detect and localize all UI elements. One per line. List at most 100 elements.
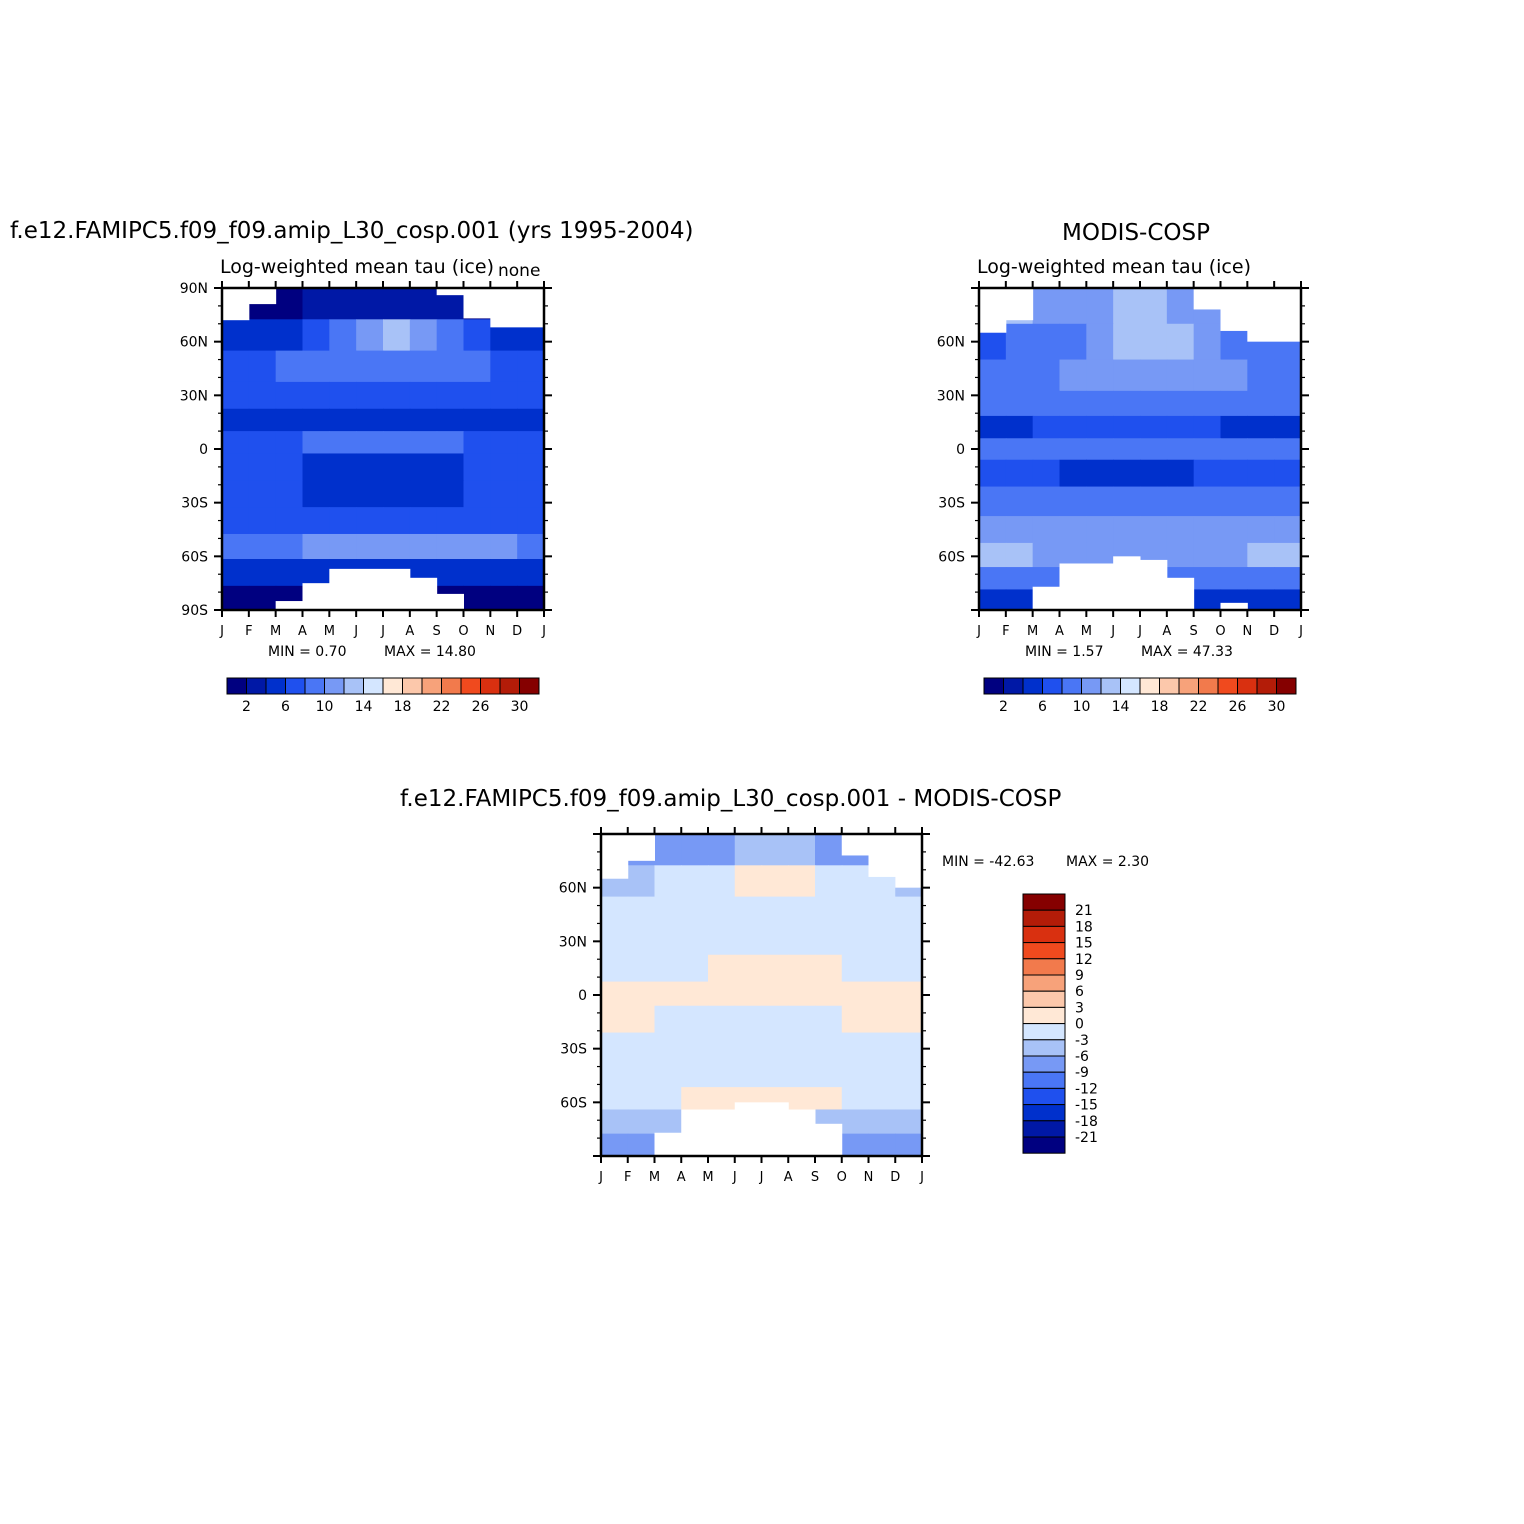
panel3-cell [734, 896, 763, 929]
panel2-cell [1005, 359, 1034, 392]
panel1-cell [329, 350, 357, 383]
panel1-cell [329, 480, 357, 508]
panel3-missing-region [654, 1132, 682, 1156]
panel2-cell [1220, 390, 1248, 417]
panel2-colorbar-label: 2 [999, 699, 1008, 715]
panel2-cell [1032, 438, 1061, 461]
panel3-cell [841, 896, 870, 929]
panel1-cell [383, 507, 411, 535]
panel1-cell [302, 453, 330, 481]
panel1-colorbar-box [363, 677, 384, 695]
panel1-cell [222, 533, 250, 560]
panel1-cell [222, 431, 250, 455]
panel2-colorbar-label: 18 [1151, 699, 1169, 715]
panel2-cell [1193, 459, 1222, 488]
panel2-colorbar-label: 22 [1190, 699, 1208, 715]
panel1-colorbar-label: 14 [355, 699, 373, 715]
panel2-colorbar-label: 14 [1112, 699, 1130, 715]
panel1-cell [409, 381, 438, 410]
panel1-colorbar-box [499, 677, 520, 695]
panel2-cell [1166, 415, 1195, 439]
panel1-cell [356, 507, 384, 535]
panel3-cell [868, 981, 896, 1007]
panel1-cell [275, 288, 304, 320]
panel3-cell [895, 954, 923, 983]
panel2-cell [1059, 415, 1087, 439]
panel3-cell [601, 1032, 629, 1063]
panel3-cell [841, 954, 870, 983]
panel3-cell [788, 896, 816, 929]
panel1-cell [222, 585, 250, 611]
panel3-colorbar-box [1022, 1023, 1066, 1041]
panel1-xtick-label: D [512, 624, 522, 639]
panel1-cell [248, 585, 277, 611]
panel1-colorbar-box [265, 677, 286, 695]
panel3-cell [895, 1062, 923, 1088]
panel3-cell [708, 1062, 736, 1088]
panel2-cell [1059, 516, 1087, 544]
panel3-cell [681, 834, 709, 866]
panel1-cell [463, 480, 491, 508]
panel3-cell [627, 954, 656, 983]
panel3-colorbar-label: 6 [1075, 984, 1084, 1000]
panel3-colorbar-label: 12 [1075, 952, 1093, 968]
panel2-cell [1086, 390, 1114, 417]
panel3-colorbar-box [1022, 1071, 1066, 1089]
panel3-colorbar-label: 18 [1075, 919, 1093, 935]
panel3-cell [868, 1087, 896, 1111]
panel3-xtick-label: M [702, 1170, 713, 1185]
panel2-cell [1140, 288, 1168, 325]
panel1-cell [517, 533, 545, 560]
panel3-xtick-label: O [837, 1170, 847, 1185]
panel3-cell [627, 927, 656, 956]
panel1-cell [248, 533, 277, 560]
panel3-cell [841, 927, 870, 956]
panel1-cell [302, 350, 330, 383]
panel2-cell [1247, 486, 1275, 517]
panel1-xtick-label: M [324, 624, 335, 639]
panel3-cell [627, 896, 656, 929]
panel1-cell [356, 453, 384, 481]
panel1-cell [356, 319, 384, 352]
panel3-missing-region [627, 834, 655, 861]
panel1-xtick-label: S [433, 624, 441, 639]
panel1-cell [356, 350, 384, 383]
panel1-cell [463, 559, 491, 587]
panel3-colorbar-box [1022, 942, 1066, 960]
panel3-xtick-label: J [919, 1170, 924, 1185]
panel3-colorbar-box [1022, 1055, 1066, 1073]
panel1-cell [356, 533, 384, 560]
panel3-cell [708, 865, 736, 898]
panel3-cell [601, 1005, 629, 1034]
panel2-cell [1113, 438, 1141, 461]
panel2-cell [1086, 486, 1114, 517]
panel3-cell [815, 1087, 843, 1111]
panel3-cell [627, 981, 656, 1007]
panel2-xtick-label: M [1081, 624, 1092, 639]
panel3-cell [734, 865, 763, 898]
panel1-cell [383, 480, 411, 508]
panel3-cell [627, 1005, 656, 1034]
panel1-cell [490, 431, 518, 455]
panel2-cell [1247, 438, 1275, 461]
panel2-ytick-label: 60N [937, 335, 965, 351]
panel2-cell [1032, 516, 1061, 544]
panel1-cell [356, 480, 384, 508]
panel2-cell [1005, 390, 1034, 417]
panel3-cell [734, 954, 763, 983]
panel2-missing-region [1220, 602, 1248, 610]
panel1-cell [329, 533, 357, 560]
panel2-xtick-label: D [1269, 624, 1279, 639]
panel3-colorbar-label: -12 [1075, 1081, 1098, 1097]
panel3-cell [815, 1032, 843, 1063]
panel3-xtick-label: A [677, 1170, 686, 1185]
panel1-xtick-label: J [380, 624, 385, 639]
panel1-cell [248, 453, 277, 481]
panel3-ytick-label: 60S [560, 1095, 587, 1111]
panel1-colorbar-label: 6 [281, 699, 290, 715]
panel3-xtick-label: J [732, 1170, 737, 1185]
panel3-cell [788, 927, 816, 956]
panel2-missing-region [1140, 559, 1168, 610]
panel3-xtick-label: F [624, 1170, 631, 1185]
panel1-cell [248, 431, 277, 455]
